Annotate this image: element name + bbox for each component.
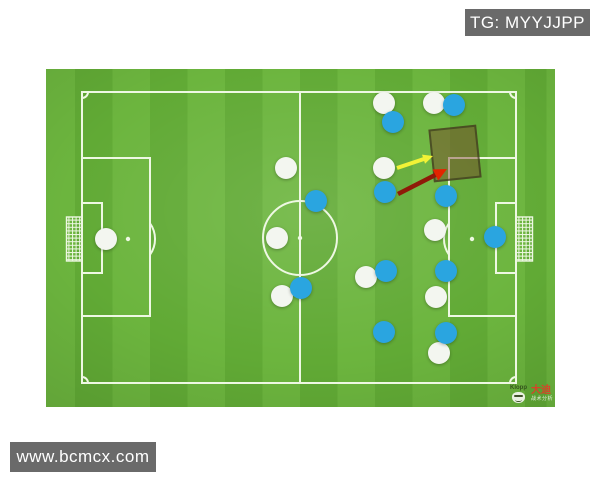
player-marker-blue xyxy=(290,277,312,299)
player-marker-blue xyxy=(435,260,457,282)
player-marker-blue xyxy=(435,185,457,207)
corner-arc-top-right xyxy=(509,91,517,99)
player-marker-blue xyxy=(305,190,327,212)
player-marker-white xyxy=(266,227,288,249)
player-marker-blue xyxy=(435,322,457,344)
penalty-arc-right xyxy=(442,222,450,256)
tactics-pitch: Klopp 大迪 战术分析 xyxy=(46,69,555,407)
penalty-area-right xyxy=(448,157,516,317)
player-marker-white xyxy=(373,92,395,114)
site-watermark-label: www.bcmcx.com xyxy=(10,442,156,472)
red-arrow-shaft xyxy=(396,171,439,197)
penalty-area-left xyxy=(82,157,151,317)
logo-cn-subtitle: 战术分析 xyxy=(531,396,554,402)
logo-cn-text: 大迪 战术分析 xyxy=(531,385,554,403)
player-marker-white xyxy=(95,228,117,250)
player-marker-blue xyxy=(375,260,397,282)
center-circle xyxy=(262,200,338,276)
player-marker-white xyxy=(425,286,447,308)
player-marker-white xyxy=(271,285,293,307)
logo-cn-title: 大迪 xyxy=(531,385,551,396)
corner-arc-bottom-left xyxy=(81,376,89,384)
penalty-arc-left xyxy=(149,222,157,256)
logo-brand-text: Klopp xyxy=(510,385,527,391)
player-marker-blue xyxy=(373,321,395,343)
player-marker-white xyxy=(424,219,446,241)
yellow-arrow-head xyxy=(421,154,433,164)
yellow-arrow-shaft xyxy=(396,156,427,170)
corner-arc-top-left xyxy=(81,91,89,99)
provider-logo: Klopp 大迪 战术分析 xyxy=(510,385,553,403)
player-marker-blue xyxy=(443,94,465,116)
penalty-spot-right xyxy=(469,236,475,242)
red-arrow-head xyxy=(432,169,447,181)
penalty-spot-left xyxy=(125,236,131,242)
player-marker-blue xyxy=(484,226,506,248)
corner-arc-bottom-right xyxy=(509,376,517,384)
player-marker-blue xyxy=(374,181,396,203)
arrows-overlay xyxy=(396,154,447,197)
klopp-face-icon xyxy=(512,392,525,403)
telegram-watermark-label: TG: MYYJJPP xyxy=(465,9,590,36)
player-marker-white xyxy=(423,92,445,114)
player-marker-white xyxy=(428,342,450,364)
player-marker-white xyxy=(355,266,377,288)
player-marker-blue xyxy=(382,111,404,133)
player-marker-white xyxy=(373,157,395,179)
player-marker-white xyxy=(275,157,297,179)
klopp-mascot: Klopp xyxy=(510,385,527,403)
center-spot xyxy=(297,235,303,241)
